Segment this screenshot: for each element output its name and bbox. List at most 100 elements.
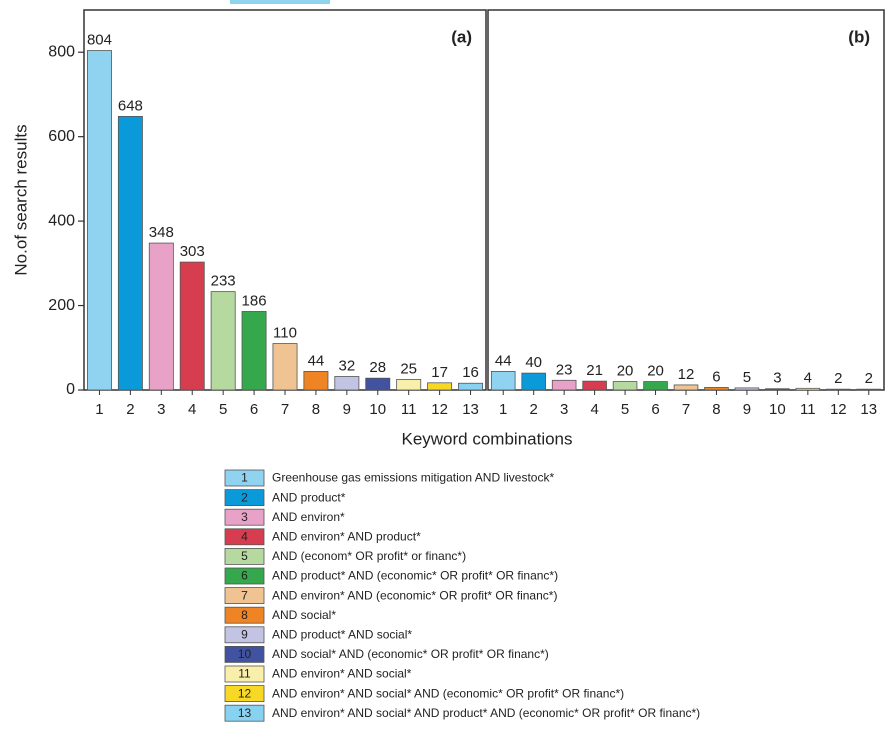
legend-number: 8 <box>241 608 248 622</box>
y-tick-label: 0 <box>66 381 75 398</box>
legend-number: 3 <box>241 510 248 524</box>
legend-number: 4 <box>241 529 248 543</box>
y-tick-label: 200 <box>48 297 75 314</box>
x-tick-label: 10 <box>769 401 786 418</box>
panel-label: (b) <box>848 27 870 46</box>
x-tick-label: 8 <box>312 401 320 418</box>
bar <box>826 388 851 391</box>
legend-number: 2 <box>241 490 248 504</box>
legend-label: AND environ* <box>272 510 345 524</box>
value-label: 6 <box>712 368 720 385</box>
x-tick-label: 7 <box>281 401 289 418</box>
value-label: 303 <box>180 243 205 260</box>
value-label: 17 <box>431 364 448 381</box>
x-tick-label: 6 <box>250 401 258 418</box>
legend-label: AND environ* AND social* AND product* AN… <box>272 706 700 720</box>
x-tick-label: 3 <box>157 401 165 418</box>
legend-number: 12 <box>238 686 252 700</box>
legend-label: AND environ* AND product* <box>272 529 421 543</box>
x-tick-label: 5 <box>621 401 629 418</box>
decor-strip <box>230 0 330 4</box>
legend-label: AND (econom* OR profit* or financ*) <box>272 549 466 563</box>
x-tick-label: 9 <box>743 401 751 418</box>
value-label: 32 <box>339 357 356 374</box>
bar <box>734 387 760 391</box>
bar <box>458 382 483 391</box>
bar <box>87 50 112 391</box>
bar <box>241 311 267 391</box>
bar <box>179 261 205 391</box>
bar <box>396 379 422 391</box>
bar <box>117 116 143 391</box>
legend-label: AND product* AND social* <box>272 627 412 641</box>
x-tick-label: 7 <box>682 401 690 418</box>
legend-swatch <box>224 469 265 487</box>
legend-swatch <box>224 606 265 624</box>
legend-swatch <box>224 567 265 585</box>
bar <box>643 381 668 391</box>
x-tick-label: 12 <box>830 401 847 418</box>
legend-swatch <box>224 548 265 565</box>
bar <box>148 242 174 391</box>
value-label: 2 <box>834 370 842 387</box>
value-label: 20 <box>647 363 664 380</box>
value-label: 5 <box>743 369 751 386</box>
legend-label: AND product* <box>272 490 346 504</box>
bar <box>210 291 236 391</box>
legend-label: AND social* AND (economic* OR profit* OR… <box>272 647 549 661</box>
value-label: 233 <box>211 273 236 290</box>
value-label: 3 <box>773 370 781 387</box>
value-label: 2 <box>865 370 873 387</box>
x-tick-label: 11 <box>800 401 816 418</box>
legend-swatch <box>224 528 265 546</box>
value-label: 12 <box>678 366 695 383</box>
legend-swatch <box>224 508 265 526</box>
bar <box>334 376 360 391</box>
bar <box>582 380 607 391</box>
legend-swatch <box>224 665 265 683</box>
value-label: 28 <box>369 359 386 376</box>
legend-number: 6 <box>241 569 248 583</box>
bar <box>303 371 329 391</box>
legend-label: AND environ* AND (economic* OR profit* O… <box>272 588 557 602</box>
value-label: 21 <box>586 362 603 379</box>
legend-label: AND product* AND (economic* OR profit* O… <box>272 569 558 583</box>
value-label: 44 <box>308 352 325 369</box>
x-tick-label: 12 <box>431 401 448 418</box>
value-label: 16 <box>462 364 479 381</box>
legend-number: 5 <box>241 549 248 563</box>
x-tick-label: 10 <box>369 401 386 418</box>
value-label: 4 <box>804 369 812 386</box>
bar <box>521 372 546 391</box>
x-tick-label: 8 <box>712 401 720 418</box>
value-label: 20 <box>617 363 634 380</box>
x-tick-label: 13 <box>860 401 877 418</box>
legend-swatch <box>224 587 265 604</box>
x-tick-label: 4 <box>188 401 196 418</box>
x-tick-label: 9 <box>343 401 351 418</box>
bar <box>490 371 516 391</box>
value-label: 40 <box>525 354 542 371</box>
legend-number: 11 <box>238 667 251 681</box>
value-label: 25 <box>400 360 417 377</box>
legend-label: AND environ* AND social* AND (economic* … <box>272 686 624 700</box>
value-label: 348 <box>149 224 174 241</box>
x-tick-label: 5 <box>219 401 227 418</box>
value-label: 44 <box>495 352 512 369</box>
bar <box>765 388 790 391</box>
bar <box>795 387 821 391</box>
legend-label: Greenhouse gas emissions mitigation AND … <box>272 471 554 485</box>
x-tick-label: 6 <box>651 401 659 418</box>
x-tick-label: 1 <box>499 401 507 418</box>
x-tick-label: 1 <box>95 401 103 418</box>
bar <box>704 387 729 391</box>
x-tick-label: 4 <box>590 401 598 418</box>
legend-number: 1 <box>241 471 248 485</box>
value-label: 110 <box>273 325 297 342</box>
panel-label: (a) <box>451 27 472 46</box>
bar <box>673 384 699 391</box>
legend-swatch <box>224 626 265 644</box>
bar <box>365 377 391 391</box>
value-label: 804 <box>87 32 112 49</box>
